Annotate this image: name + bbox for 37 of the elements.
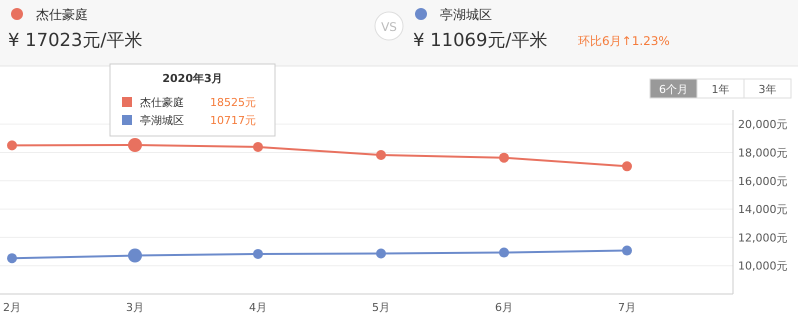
annotation: 10717元	[210, 114, 256, 127]
button: 6个月	[650, 78, 698, 98]
legend-label: 杰仕豪庭	[140, 96, 184, 109]
point	[499, 248, 509, 258]
tooltip-row: 杰仕豪庭 18525元	[122, 96, 256, 109]
x-tick-label: 5月	[372, 301, 390, 314]
point	[7, 253, 17, 264]
picture-vs-badge: VS	[374, 12, 404, 40]
legend-item: 亭湖城区	[415, 8, 492, 23]
y-tick-label: 18,000元	[738, 146, 788, 160]
x-tick-label: 7月	[618, 301, 636, 314]
legend-item: 杰仕豪庭	[11, 8, 88, 23]
text: 环比6月↑1.23%	[578, 34, 670, 48]
point	[253, 248, 263, 259]
tooltip-row: 亭湖城区 10717元	[122, 114, 256, 127]
x-tick-label: 3月	[126, 301, 144, 314]
y-tick-label: 16,000元	[738, 174, 788, 188]
text: 2020年3月	[162, 72, 223, 85]
point	[376, 248, 386, 259]
point	[7, 140, 17, 150]
x-tick-label: 4月	[249, 301, 267, 314]
point	[622, 246, 632, 256]
point	[376, 150, 386, 160]
x-tick-label: 6月	[495, 301, 513, 314]
text: ¥ 11069元/平米	[413, 30, 548, 51]
y-tick-label: 10,000元	[738, 260, 788, 273]
y-tick-label: 12,000元	[738, 231, 788, 244]
button: 3年	[744, 78, 792, 98]
legend-label: 亭湖城区	[140, 114, 184, 127]
point	[622, 161, 632, 172]
y-tick-label: 20,000元	[738, 118, 788, 132]
y-tick-label: 14,000元	[738, 203, 788, 216]
text: ¥ 17023元/平米	[8, 30, 142, 51]
point	[253, 142, 263, 152]
point	[499, 152, 509, 163]
x-tick-label: 2月	[3, 301, 21, 314]
button: 1年	[696, 78, 744, 98]
